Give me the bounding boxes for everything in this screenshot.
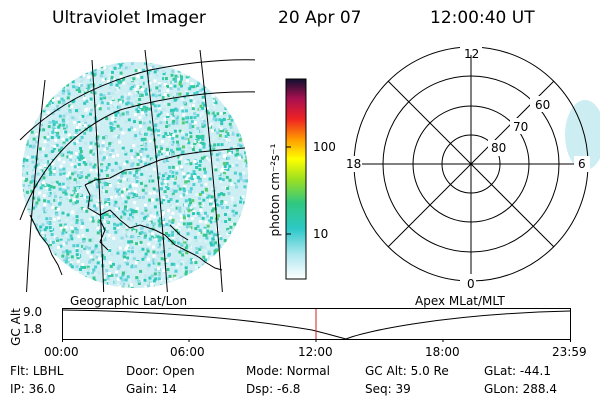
- info-gc-alt: GC Alt: 5.0 Re: [365, 364, 449, 378]
- colorbar-tick-100: 100: [313, 140, 336, 154]
- polar-plot: [340, 42, 600, 288]
- colorbar-tick-10: 10: [313, 227, 329, 241]
- alt-tick-high: 9.0: [23, 305, 43, 319]
- info-mode: Mode: Normal: [246, 364, 330, 378]
- info-gain: Gain: 14: [126, 382, 177, 396]
- info-glat: GLat: -44.1: [484, 364, 551, 378]
- uv-emission-disk: [22, 62, 248, 288]
- mlt-label-12: 12: [464, 47, 480, 61]
- info-seq: Seq: 39: [365, 382, 411, 396]
- info-door: Door: Open: [126, 364, 195, 378]
- mlat-label-60: 60: [535, 98, 551, 112]
- altitude-ylabel: GC Alt: [9, 308, 23, 346]
- colorbar: [285, 78, 307, 280]
- geographic-image: [19, 49, 255, 292]
- mlt-label-6: 6: [578, 157, 586, 171]
- mlt-label-0: 0: [467, 277, 475, 291]
- lat-lon-grid: [19, 49, 255, 292]
- time-tick-0000: 00:00: [44, 345, 79, 359]
- colorbar-unit-label: photon cm⁻²s⁻¹: [268, 143, 282, 237]
- coastline: [29, 147, 246, 276]
- time-tick-1200: 12:00: [298, 345, 333, 359]
- instrument-title: Ultraviolet Imager: [52, 8, 206, 28]
- info-dsp: Dsp: -6.8: [246, 382, 301, 396]
- info-glon: GLon: 288.4: [484, 382, 557, 396]
- info-flt: Flt: LBHL: [10, 364, 64, 378]
- mlat-label-80: 80: [491, 141, 507, 155]
- date-label: 20 Apr 07: [278, 8, 362, 28]
- mlat-label-70: 70: [513, 120, 529, 134]
- time-label: 12:00:40 UT: [430, 8, 535, 28]
- altitude-plot: [62, 308, 571, 342]
- apex-label: Apex MLat/MLT: [415, 294, 505, 308]
- alt-tick-low: 1.8: [23, 322, 43, 336]
- edge-emission: [565, 100, 600, 170]
- time-tick-2359: 23:59: [552, 345, 587, 359]
- mlt-label-18: 18: [346, 157, 362, 171]
- time-tick-1800: 18:00: [425, 345, 460, 359]
- info-ip: IP: 36.0: [10, 382, 56, 396]
- time-tick-0600: 06:00: [170, 345, 205, 359]
- geographic-label: Geographic Lat/Lon: [70, 294, 188, 308]
